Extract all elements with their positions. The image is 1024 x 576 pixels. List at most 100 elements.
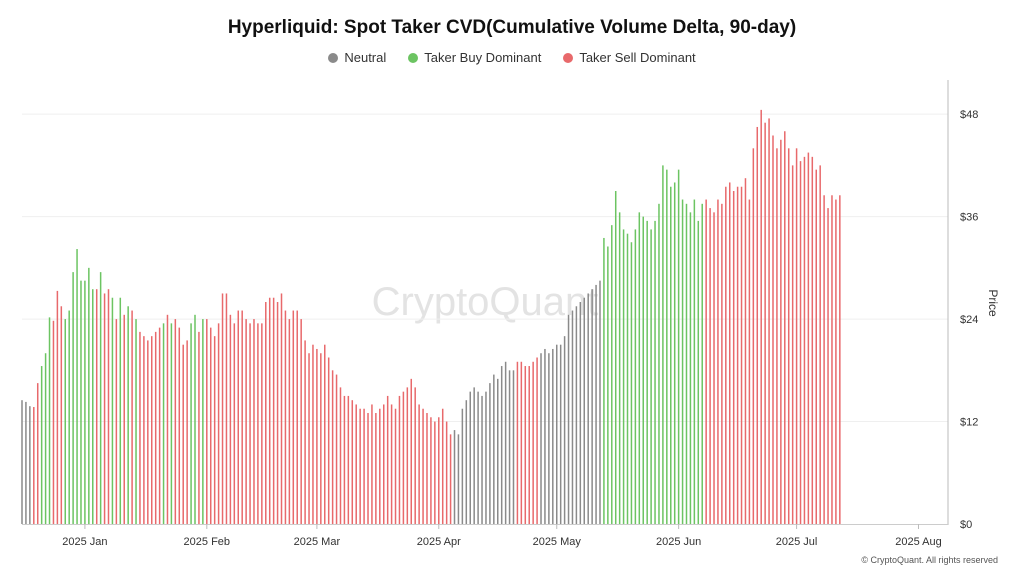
- bar[interactable]: [795, 148, 798, 524]
- bar[interactable]: [555, 344, 558, 524]
- bar[interactable]: [139, 331, 141, 524]
- bar[interactable]: [485, 391, 487, 524]
- bar[interactable]: [611, 225, 613, 524]
- bar[interactable]: [119, 297, 122, 524]
- bar[interactable]: [76, 249, 78, 524]
- bar[interactable]: [756, 126, 759, 525]
- bar[interactable]: [689, 212, 692, 524]
- bar[interactable]: [52, 320, 55, 524]
- legend-item-sell[interactable]: Taker Sell Dominant: [563, 50, 696, 65]
- bar[interactable]: [544, 348, 546, 524]
- bar[interactable]: [272, 297, 275, 524]
- bar[interactable]: [776, 148, 778, 524]
- bar[interactable]: [288, 319, 291, 524]
- bar[interactable]: [257, 323, 259, 524]
- bar[interactable]: [642, 216, 644, 524]
- bar[interactable]: [304, 340, 306, 524]
- bar[interactable]: [111, 297, 114, 524]
- bar[interactable]: [461, 408, 464, 524]
- bar[interactable]: [685, 203, 688, 524]
- bar[interactable]: [422, 408, 424, 524]
- bar[interactable]: [563, 336, 566, 524]
- bar[interactable]: [748, 199, 751, 525]
- bar[interactable]: [799, 161, 802, 524]
- bar[interactable]: [575, 306, 578, 524]
- bar[interactable]: [221, 293, 224, 524]
- bar[interactable]: [363, 408, 365, 524]
- bar[interactable]: [595, 284, 597, 524]
- bar[interactable]: [760, 109, 762, 524]
- bar[interactable]: [532, 361, 534, 524]
- bar[interactable]: [29, 406, 31, 524]
- bar[interactable]: [300, 319, 302, 524]
- bar[interactable]: [296, 310, 298, 524]
- bar[interactable]: [717, 199, 719, 525]
- bar[interactable]: [477, 391, 479, 524]
- bar[interactable]: [194, 314, 196, 524]
- bar[interactable]: [697, 220, 700, 524]
- bar[interactable]: [406, 387, 409, 524]
- bar[interactable]: [780, 139, 782, 524]
- bar[interactable]: [622, 229, 625, 525]
- bar[interactable]: [331, 370, 334, 524]
- bar[interactable]: [414, 387, 416, 524]
- bar[interactable]: [626, 233, 629, 524]
- bar[interactable]: [736, 186, 739, 525]
- bar[interactable]: [209, 327, 212, 524]
- bar[interactable]: [524, 366, 527, 524]
- bar[interactable]: [445, 421, 448, 524]
- bar[interactable]: [430, 417, 432, 524]
- bar[interactable]: [791, 165, 794, 524]
- bar[interactable]: [186, 340, 188, 524]
- bar[interactable]: [174, 319, 177, 524]
- bar[interactable]: [206, 319, 208, 524]
- bar[interactable]: [457, 434, 460, 524]
- bar[interactable]: [72, 272, 74, 524]
- bar[interactable]: [658, 203, 660, 524]
- bar[interactable]: [21, 400, 23, 524]
- legend-item-buy[interactable]: Taker Buy Dominant: [408, 50, 541, 65]
- bar[interactable]: [88, 267, 90, 524]
- bar[interactable]: [540, 353, 542, 524]
- bar[interactable]: [245, 319, 247, 524]
- bar[interactable]: [359, 408, 361, 524]
- bar[interactable]: [823, 195, 825, 524]
- bar[interactable]: [276, 302, 279, 524]
- bar[interactable]: [559, 344, 562, 524]
- bar[interactable]: [379, 408, 381, 524]
- bar[interactable]: [158, 327, 161, 524]
- bar[interactable]: [426, 413, 428, 524]
- bar[interactable]: [646, 220, 648, 524]
- bar[interactable]: [343, 395, 346, 524]
- bar[interactable]: [241, 310, 243, 524]
- bar[interactable]: [434, 421, 436, 524]
- bar[interactable]: [347, 395, 350, 524]
- bar[interactable]: [528, 366, 530, 524]
- bar[interactable]: [493, 374, 495, 524]
- bar[interactable]: [772, 135, 774, 525]
- bar[interactable]: [634, 229, 637, 525]
- bar[interactable]: [202, 319, 204, 524]
- bar[interactable]: [335, 374, 338, 524]
- bar[interactable]: [95, 289, 98, 524]
- bar[interactable]: [154, 331, 157, 524]
- bar[interactable]: [666, 169, 668, 524]
- bar[interactable]: [280, 293, 283, 524]
- bar[interactable]: [367, 413, 369, 524]
- bar[interactable]: [469, 391, 471, 524]
- bar[interactable]: [815, 169, 818, 524]
- bar[interactable]: [355, 404, 357, 524]
- bar[interactable]: [465, 400, 468, 524]
- bar[interactable]: [508, 370, 511, 524]
- bar[interactable]: [705, 199, 707, 525]
- bar[interactable]: [819, 165, 821, 524]
- bar[interactable]: [567, 314, 570, 524]
- bar[interactable]: [607, 246, 609, 525]
- bar[interactable]: [103, 293, 106, 524]
- bar[interactable]: [721, 203, 723, 524]
- bar[interactable]: [481, 395, 483, 524]
- bar[interactable]: [390, 404, 393, 524]
- bar[interactable]: [827, 208, 829, 524]
- bar[interactable]: [324, 344, 326, 524]
- bar[interactable]: [268, 297, 271, 524]
